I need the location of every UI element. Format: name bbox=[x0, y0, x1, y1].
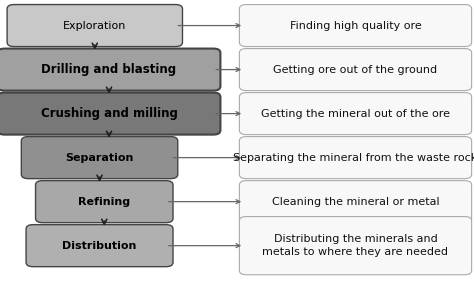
FancyBboxPatch shape bbox=[239, 93, 472, 135]
Text: Cleaning the mineral or metal: Cleaning the mineral or metal bbox=[272, 197, 439, 207]
Text: Getting the mineral out of the ore: Getting the mineral out of the ore bbox=[261, 108, 450, 119]
Text: Distribution: Distribution bbox=[63, 241, 137, 251]
FancyBboxPatch shape bbox=[7, 5, 182, 47]
Text: Exploration: Exploration bbox=[63, 20, 127, 31]
FancyBboxPatch shape bbox=[239, 181, 472, 223]
Text: Refining: Refining bbox=[78, 197, 130, 207]
FancyBboxPatch shape bbox=[239, 137, 472, 179]
FancyBboxPatch shape bbox=[239, 216, 472, 275]
FancyBboxPatch shape bbox=[0, 93, 220, 135]
Text: Getting ore out of the ground: Getting ore out of the ground bbox=[273, 64, 438, 75]
Text: Distributing the minerals and
metals to where they are needed: Distributing the minerals and metals to … bbox=[263, 235, 448, 257]
Text: Separation: Separation bbox=[65, 153, 134, 163]
FancyBboxPatch shape bbox=[36, 181, 173, 223]
FancyBboxPatch shape bbox=[21, 137, 178, 179]
FancyBboxPatch shape bbox=[0, 49, 220, 91]
Text: Drilling and blasting: Drilling and blasting bbox=[41, 63, 177, 76]
Text: Separating the mineral from the waste rock: Separating the mineral from the waste ro… bbox=[233, 153, 474, 163]
Text: Finding high quality ore: Finding high quality ore bbox=[290, 20, 421, 31]
FancyBboxPatch shape bbox=[26, 225, 173, 267]
Text: Crushing and milling: Crushing and milling bbox=[41, 107, 177, 120]
FancyBboxPatch shape bbox=[239, 49, 472, 91]
FancyBboxPatch shape bbox=[239, 5, 472, 47]
